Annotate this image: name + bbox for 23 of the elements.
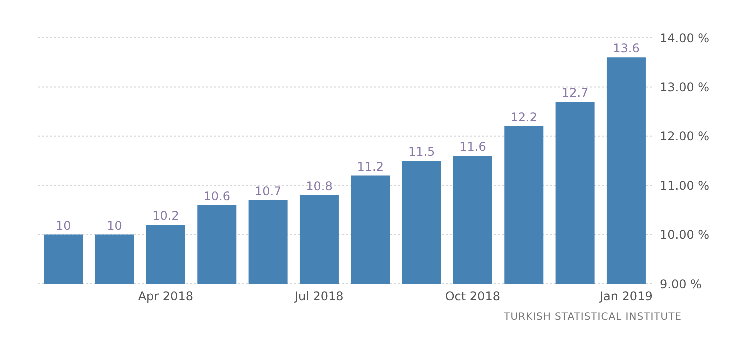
data-label: 10.7 — [254, 184, 282, 198]
data-label: 10.2 — [152, 208, 180, 223]
y-tick-label: 11.00 % — [660, 178, 710, 193]
y-tick-label: 14.00 % — [660, 31, 710, 46]
data-label: 11.5 — [408, 145, 436, 159]
data-label: 10.8 — [306, 179, 333, 194]
data-label: 13.6 — [613, 42, 640, 56]
x-tick-label: Apr 2018 — [138, 290, 194, 304]
data-label: 11.6 — [460, 140, 486, 154]
y-tick-label: 12.00 % — [660, 130, 710, 144]
y-tick-label: 10.00 % — [660, 228, 710, 242]
text: TURKISH STATISTICAL INSTITUTE — [504, 312, 682, 323]
data-label: 10.6 — [204, 189, 230, 204]
data-label: 10 — [107, 218, 122, 233]
y-tick-label: 9.00 % — [660, 277, 702, 292]
x-tick-label: Jul 2018 — [294, 290, 344, 304]
x-tick-label: Oct 2018 — [445, 290, 500, 304]
x-tick-label: Jan 2019 — [598, 290, 653, 304]
data-label: 11.2 — [357, 160, 384, 174]
data-label: 10 — [56, 218, 72, 233]
y-tick-label: 13.00 % — [660, 80, 710, 94]
data-label: 12.7 — [562, 86, 589, 100]
data-label: 12.2 — [510, 110, 538, 125]
